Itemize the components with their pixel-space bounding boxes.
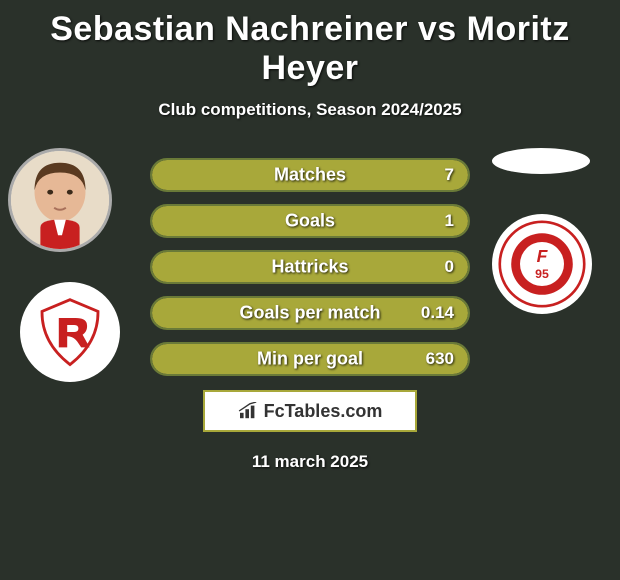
stat-value-right: 0.14: [421, 303, 454, 323]
player-left-avatar: [8, 148, 112, 252]
stat-bar: Goals per match 0.14: [150, 296, 470, 330]
stat-value-right: 7: [445, 165, 454, 185]
stat-value-right: 1: [445, 211, 454, 231]
fortuna-badge-icon: F 95: [498, 220, 586, 308]
player-left-club-badge: [20, 282, 120, 382]
stat-value-right: 630: [426, 349, 454, 369]
site-badge[interactable]: FcTables.com: [203, 390, 417, 432]
stat-label: Matches: [274, 165, 346, 186]
svg-text:F: F: [537, 246, 549, 266]
stat-value-right: 0: [445, 257, 454, 277]
subtitle: Club competitions, Season 2024/2025: [0, 100, 620, 120]
player-right-avatar-placeholder: [492, 148, 590, 174]
regensburg-badge-icon: [35, 297, 105, 367]
stat-bar: Min per goal 630: [150, 342, 470, 376]
page-title: Sebastian Nachreiner vs Moritz Heyer: [0, 10, 620, 88]
player-right-club-badge: F 95: [492, 214, 592, 314]
date-label: 11 march 2025: [0, 452, 620, 472]
stat-bar: Matches 7: [150, 158, 470, 192]
site-name-label: FcTables.com: [264, 401, 383, 422]
comparison-block: F 95 Matches 7 Goals 1 Hattricks 0 Goals per m…: [0, 158, 620, 472]
stats-bars: Matches 7 Goals 1 Hattricks 0 Goals per match 0…: [150, 158, 470, 376]
bar-chart-icon: [238, 402, 260, 420]
face-icon: [11, 151, 109, 249]
player-right-column: F 95: [492, 148, 592, 314]
stat-label: Min per goal: [257, 349, 363, 370]
stat-label: Goals: [285, 211, 335, 232]
stat-label: Goals per match: [239, 303, 380, 324]
stat-bar: Goals 1: [150, 204, 470, 238]
stat-bar: Hattricks 0: [150, 250, 470, 284]
player-left-column: [8, 148, 120, 382]
stat-label: Hattricks: [271, 257, 348, 278]
svg-text:95: 95: [535, 267, 549, 281]
